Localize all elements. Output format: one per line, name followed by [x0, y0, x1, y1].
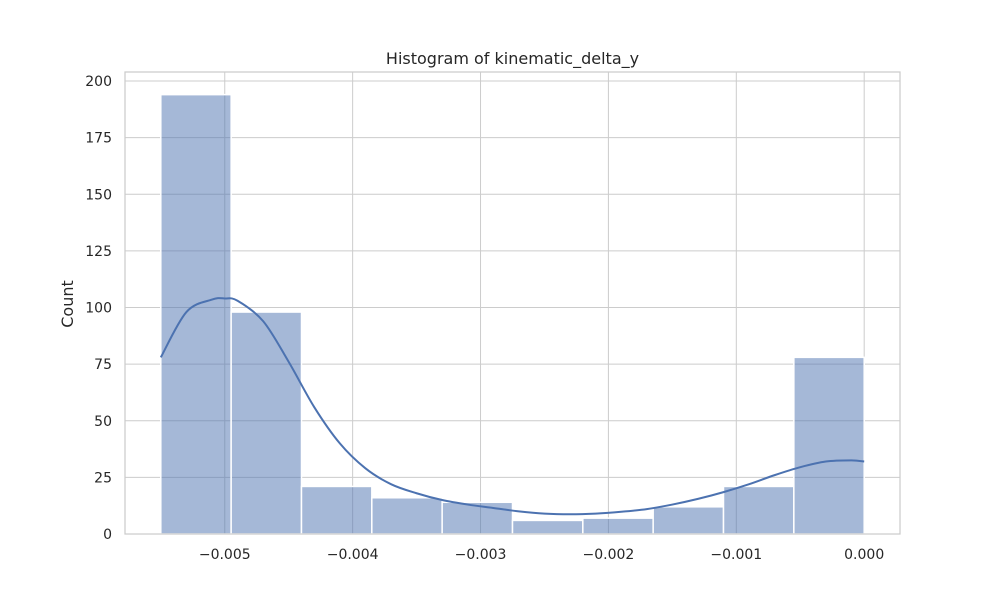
axes-frame [124, 71, 901, 535]
x-tick-label: −0.004 [327, 547, 379, 563]
y-tick-label: 150 [85, 187, 112, 203]
y-tick-label: 125 [85, 244, 112, 260]
x-tick-label: −0.001 [710, 547, 762, 563]
y-tick-label: 75 [94, 357, 112, 373]
y-axis-label: Count [58, 280, 77, 328]
histogram-bar [441, 501, 514, 535]
histogram-bar [652, 506, 725, 535]
histogram-bar [793, 356, 865, 535]
histogram-bar [511, 519, 584, 535]
bars-layer [160, 93, 865, 535]
x-tick-label: −0.002 [583, 547, 635, 563]
histogram-bar [230, 311, 303, 535]
kde-layer [159, 297, 865, 516]
ticks-layer: −0.005 −0.004 −0.003 −0.002 −0.001 0.000 0 25 50… [85, 74, 884, 563]
histogram-bar [722, 485, 795, 535]
x-tick-label: 0.000 [844, 547, 884, 563]
y-tick-label: 25 [94, 470, 112, 486]
grid-layer [125, 72, 900, 535]
y-tick-label: 200 [85, 74, 112, 90]
histogram-bar [160, 93, 232, 535]
histogram-bar [300, 485, 373, 535]
x-tick-label: −0.005 [199, 547, 251, 563]
frame-layer [124, 71, 901, 535]
histogram-bar [371, 497, 443, 535]
kde-line [159, 297, 865, 516]
y-tick-label: 50 [94, 414, 112, 430]
y-tick-label: 175 [85, 131, 112, 147]
y-tick-label: 0 [103, 527, 112, 543]
chart-title: Histogram of kinematic_delta_y [386, 49, 639, 69]
y-tick-label: 100 [85, 301, 112, 317]
histogram-bar [582, 517, 654, 535]
x-tick-label: −0.003 [455, 547, 507, 563]
